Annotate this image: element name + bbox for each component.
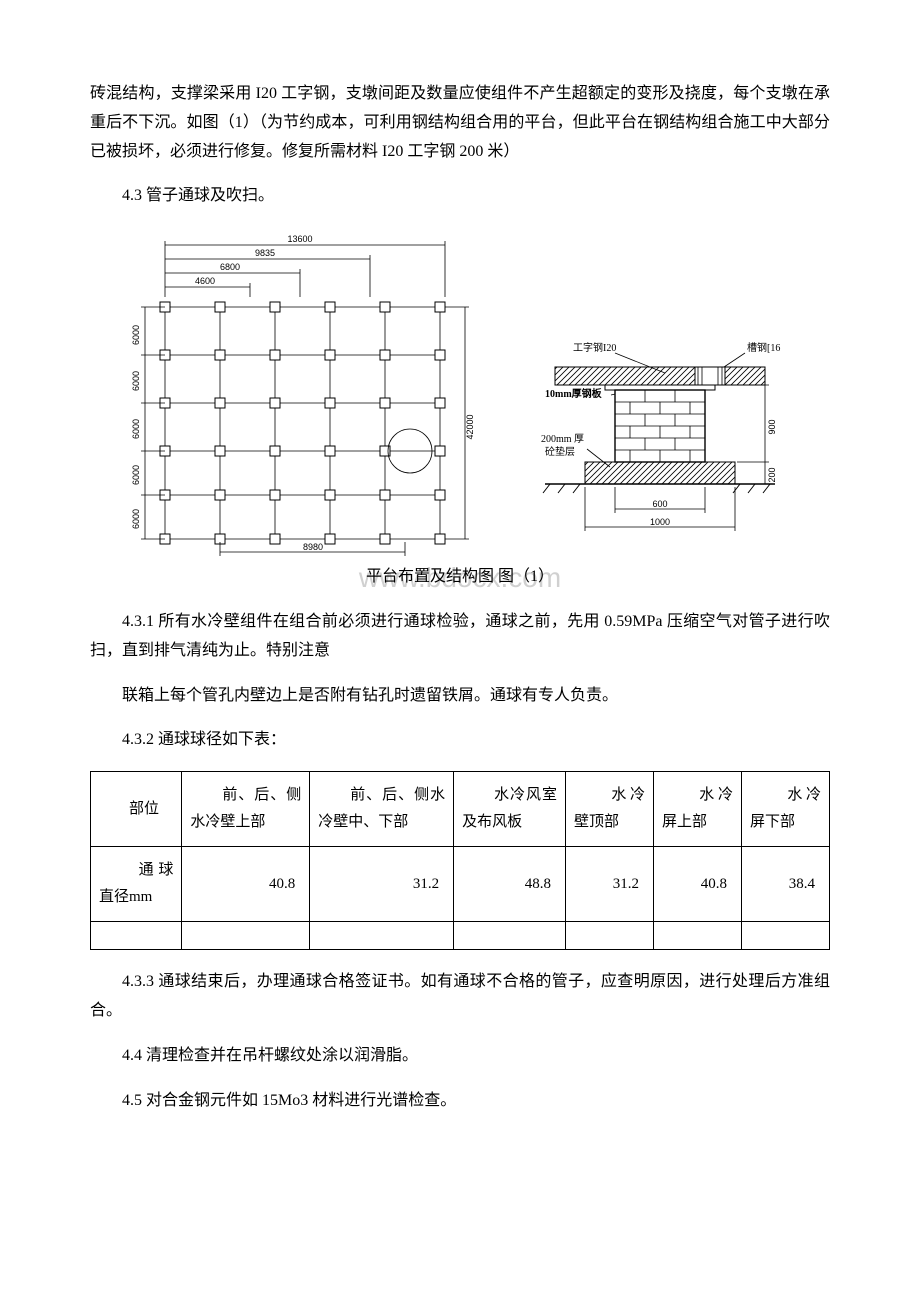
dim-text: 1000 <box>650 517 670 527</box>
paragraph: 联箱上每个管孔内壁边上是否附有钻孔时遗留铁屑。通球有专人负责。 <box>90 682 830 711</box>
diagram-caption: 平台布置及结构图 图（1） <box>366 568 554 585</box>
label: 槽钢[16 <box>747 341 780 354</box>
label: 10mm厚钢板 <box>545 387 603 400</box>
paragraph: 4.4 清理检查并在吊杆螺纹处涂以润滑脂。 <box>90 1042 830 1071</box>
table-cell: 前、后、侧水冷壁中、下部 <box>310 772 454 847</box>
section-diagram: 工字钢I20 槽钢[16 10mm厚钢板 <box>515 337 805 557</box>
table-row: 通球直径mm 40.8 31.2 48.8 31.2 40.8 38.4 <box>91 847 830 922</box>
table-cell: 前、后、侧水冷壁上部 <box>182 772 310 847</box>
table-cell: 48.8 <box>454 847 566 922</box>
dim-text: 6800 <box>220 262 240 272</box>
table-cell: 40.8 <box>182 847 310 922</box>
label: 200mm 厚 <box>541 433 584 445</box>
dim-text: 6000 <box>131 325 141 345</box>
dim-text: 200 <box>767 468 777 483</box>
dim-text: 4600 <box>195 276 215 286</box>
dim-text: 42000 <box>465 415 475 440</box>
table-cell: 水冷风室及布风板 <box>454 772 566 847</box>
label: 工字钢I20 <box>573 341 616 354</box>
dim-text: 9835 <box>255 248 275 258</box>
label: 砼垫层 <box>545 445 575 458</box>
dim-text: 6000 <box>131 465 141 485</box>
plan-diagram: 13600 9835 6800 4600 <box>115 227 485 557</box>
paragraph: 砖混结构，支撑梁采用 I20 工字钢，支墩间距及数量应使组件不产生超额定的变形及… <box>90 80 830 166</box>
table-cell: 通球直径mm <box>91 847 182 922</box>
table-row <box>91 922 830 950</box>
paragraph: 4.5 对合金钢元件如 15Mo3 材料进行光谱检查。 <box>90 1087 830 1116</box>
paragraph: 4.3 管子通球及吹扫。 <box>90 182 830 211</box>
table-cell: 40.8 <box>654 847 742 922</box>
table-cell: 31.2 <box>310 847 454 922</box>
dim-text: 6000 <box>131 419 141 439</box>
diagram-container: 13600 9835 6800 4600 <box>90 227 830 557</box>
diagram-caption-wrap: www.bdocx.com 平台布置及结构图 图（1） <box>90 563 830 592</box>
dim-text: 6000 <box>131 509 141 529</box>
table-row: 部位 前、后、侧水冷壁上部 前、后、侧水冷壁中、下部 水冷风室及布风板 水冷壁顶… <box>91 772 830 847</box>
table-cell: 31.2 <box>566 847 654 922</box>
table-cell: 水冷屏下部 <box>741 772 829 847</box>
dim-text: 900 <box>767 420 777 435</box>
paragraph: 4.3.3 通球结束后，办理通球合格签证书。如有通球不合格的管子，应查明原因，进… <box>90 968 830 1026</box>
paragraph: 4.3.2 通球球径如下表： <box>90 726 830 755</box>
paragraph: 4.3.1 所有水冷壁组件在组合前必须进行通球检验，通球之前，先用 0.59MP… <box>90 608 830 666</box>
table-cell: 水冷壁顶部 <box>566 772 654 847</box>
dim-text: 8980 <box>303 542 323 552</box>
dim-text: 6000 <box>131 371 141 391</box>
table-cell: 38.4 <box>741 847 829 922</box>
ball-diameter-table: 部位 前、后、侧水冷壁上部 前、后、侧水冷壁中、下部 水冷风室及布风板 水冷壁顶… <box>90 771 830 950</box>
table-cell: 水冷屏上部 <box>654 772 742 847</box>
dim-text: 600 <box>652 499 667 509</box>
table-cell: 部位 <box>91 772 182 847</box>
dim-text: 13600 <box>287 234 312 244</box>
